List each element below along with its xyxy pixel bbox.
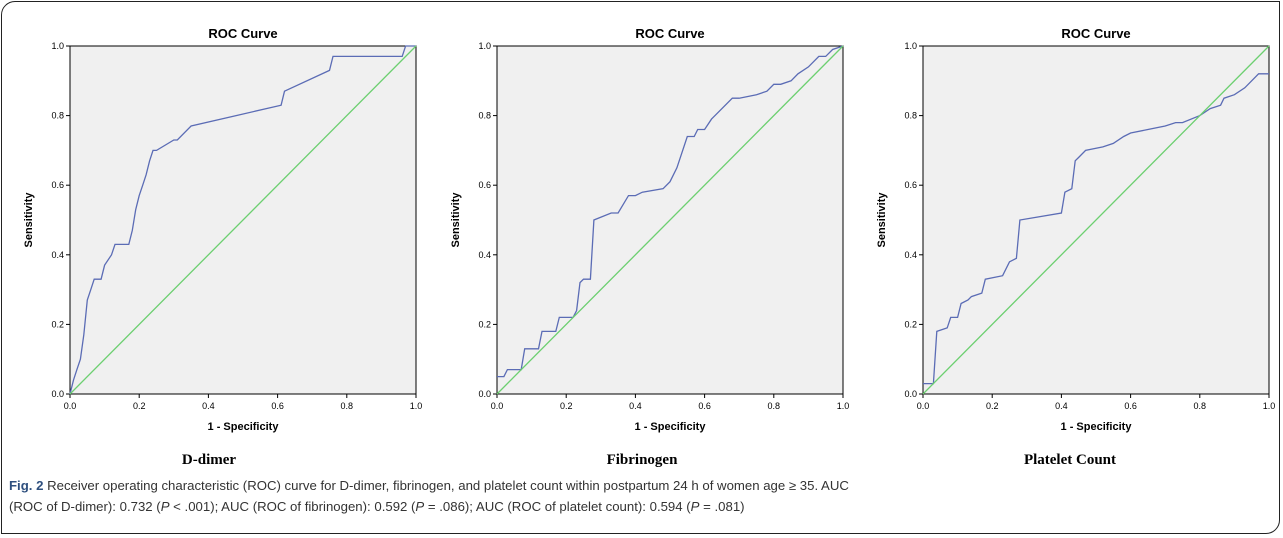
x-tick-label: 0.2 bbox=[560, 401, 573, 411]
x-tick-label: 0.4 bbox=[1055, 401, 1068, 411]
x-tick-label: 0.0 bbox=[64, 401, 77, 411]
reference-diagonal-line bbox=[496, 45, 844, 395]
y-axis-label: Sensitivity bbox=[450, 192, 462, 248]
caption-p-variable: P bbox=[690, 499, 700, 514]
caption-line-1: Receiver operating characteristic (ROC) … bbox=[43, 478, 849, 493]
x-tick-label: 0.2 bbox=[133, 401, 146, 411]
y-tick-label: 0.6 bbox=[51, 180, 64, 190]
x-axis-label: 1 - Specificity bbox=[635, 421, 707, 433]
x-tick-label: 0.8 bbox=[768, 401, 781, 411]
y-tick-label: 1.0 bbox=[51, 41, 64, 51]
x-axis-label: 1 - Specificity bbox=[1061, 421, 1133, 433]
x-axis-label: 1 - Specificity bbox=[208, 421, 280, 433]
y-tick-label: 0.4 bbox=[478, 250, 491, 260]
y-tick-label: 0.4 bbox=[904, 250, 917, 260]
y-tick-label: 0.2 bbox=[478, 319, 491, 329]
x-tick-label: 0.2 bbox=[986, 401, 999, 411]
x-tick-label: 0.6 bbox=[1124, 401, 1137, 411]
y-tick-label: 0.2 bbox=[904, 319, 917, 329]
caption-line-2c: = .086); AUC (ROC of platelet count): 0.… bbox=[424, 499, 691, 514]
x-tick-label: 0.8 bbox=[341, 401, 354, 411]
y-tick-label: 0.4 bbox=[51, 250, 64, 260]
chart-title: ROC Curve bbox=[208, 26, 277, 41]
x-tick-label: 0.0 bbox=[491, 401, 504, 411]
x-tick-label: 0.6 bbox=[271, 401, 284, 411]
y-tick-label: 0.0 bbox=[51, 389, 64, 399]
caption-figure-label: Fig. 2 bbox=[9, 478, 44, 493]
y-tick-label: 0.0 bbox=[904, 389, 917, 399]
roc-curve-line bbox=[69, 45, 416, 395]
y-tick-label: 0.8 bbox=[904, 111, 917, 121]
caption-p-variable: P bbox=[415, 499, 425, 514]
panel-name-d-dimer: D-dimer bbox=[181, 452, 237, 468]
roc-curve-line bbox=[497, 45, 844, 378]
panel-name-platelet-count: Platelet Count bbox=[1023, 452, 1117, 468]
x-tick-label: 0.8 bbox=[1194, 401, 1207, 411]
chart-title: ROC Curve bbox=[1061, 26, 1130, 41]
y-tick-label: 0.0 bbox=[478, 389, 491, 399]
roc-charts: ROC Curve 0.0 0.2 0.4 0.6 0.8 1.0 0.0 0.2 0.4 0.6 0… bbox=[23, 26, 1275, 433]
reference-diagonal-line bbox=[69, 45, 417, 395]
roc-curve-line bbox=[923, 73, 1269, 385]
x-tick-label: 0.0 bbox=[917, 401, 930, 411]
x-tick-label: 0.4 bbox=[202, 401, 215, 411]
panel-name-fibrinogen: Fibrinogen bbox=[606, 452, 678, 468]
x-tick-label: 0.4 bbox=[629, 401, 642, 411]
x-tick-label: 1.0 bbox=[837, 401, 850, 411]
caption-line-2d: = .081) bbox=[699, 499, 745, 514]
y-tick-label: 0.8 bbox=[478, 111, 491, 121]
y-axis-label: Sensitivity bbox=[876, 192, 888, 248]
x-tick-label: 0.6 bbox=[698, 401, 711, 411]
x-tick-label: 1.0 bbox=[1263, 401, 1276, 411]
y-tick-label: 1.0 bbox=[478, 41, 491, 51]
chart-panel-d-dimer: ROC Curve 0.0 0.2 0.4 0.6 0.8 1.0 0.0 0.2 0.4 0.6 0… bbox=[23, 26, 422, 433]
figure-caption: Fig. 2 Receiver operating characteristic… bbox=[9, 475, 1271, 517]
y-tick-label: 0.2 bbox=[51, 319, 64, 329]
caption-line-2b: < .001); AUC (ROC of fibrinogen): 0.592 … bbox=[169, 499, 416, 514]
y-tick-label: 0.6 bbox=[904, 180, 917, 190]
y-tick-label: 0.8 bbox=[51, 111, 64, 121]
chart-panel-platelet-count: ROC Curve 0.0 0.2 0.4 0.6 0.8 1.0 0.0 0.2 0.4 0.6 0… bbox=[876, 26, 1275, 433]
y-axis-label: Sensitivity bbox=[23, 192, 35, 248]
chart-panel-fibrinogen: ROC Curve 0.0 0.2 0.4 0.6 0.8 1.0 0.0 0.2 0.4 0.6 0… bbox=[450, 26, 849, 433]
y-tick-label: 0.6 bbox=[478, 180, 491, 190]
x-tick-label: 1.0 bbox=[410, 401, 423, 411]
y-tick-label: 1.0 bbox=[904, 41, 917, 51]
chart-title: ROC Curve bbox=[635, 26, 704, 41]
caption-p-variable: P bbox=[160, 499, 170, 514]
caption-line-2a: (ROC of D-dimer): 0.732 ( bbox=[9, 499, 161, 514]
reference-diagonal-line bbox=[922, 45, 1270, 395]
